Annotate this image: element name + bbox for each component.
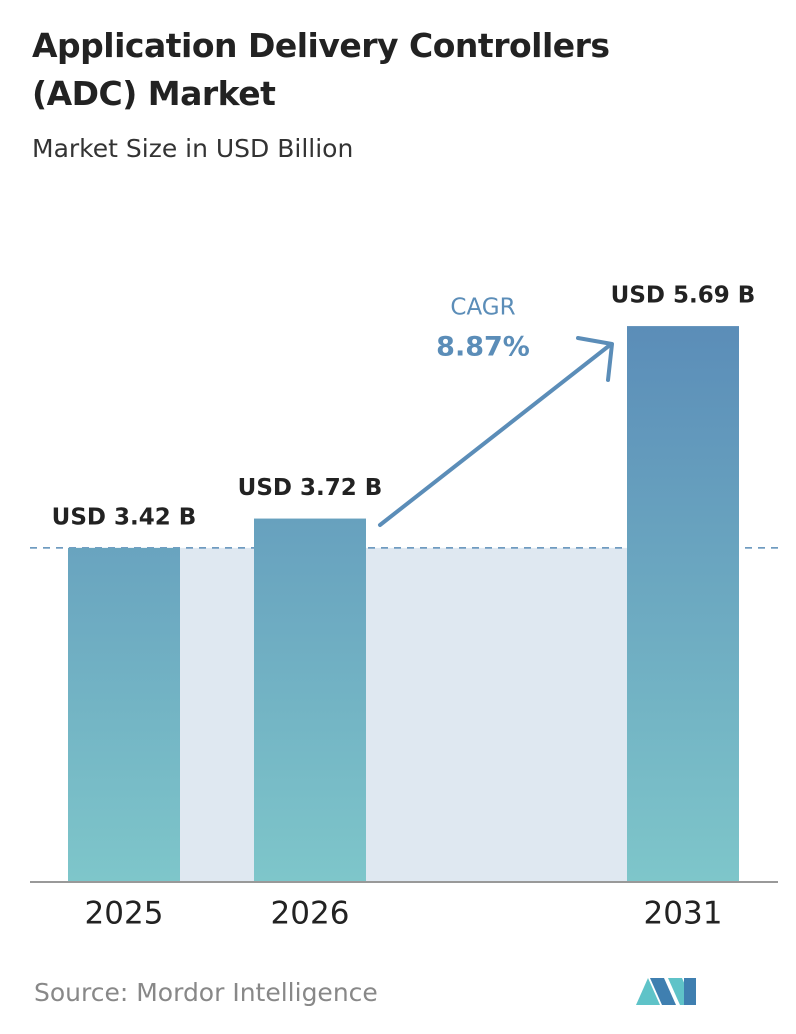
value-label: USD 3.42 B bbox=[52, 504, 197, 530]
cagr-value: 8.87% bbox=[436, 332, 530, 363]
logo bbox=[636, 978, 696, 1005]
value-label: USD 5.69 B bbox=[611, 283, 756, 309]
x-tick-label: 2031 bbox=[644, 896, 723, 932]
x-tick-label: 2026 bbox=[271, 896, 350, 932]
bar bbox=[254, 518, 366, 882]
cagr-label: CAGR bbox=[450, 295, 515, 321]
cagr-arrowhead bbox=[576, 336, 614, 382]
value-label: USD 3.72 B bbox=[238, 475, 383, 501]
x-tick-label: 2025 bbox=[85, 896, 164, 932]
bar bbox=[627, 326, 739, 882]
chart-subtitle: Market Size in USD Billion bbox=[32, 134, 354, 163]
cagr-arrow bbox=[378, 343, 612, 527]
chart-title: Application Delivery Controllers (ADC) M… bbox=[32, 26, 610, 113]
reference-area bbox=[180, 547, 627, 882]
source: Source: Mordor Intelligence bbox=[34, 978, 378, 1007]
bar bbox=[68, 547, 180, 882]
